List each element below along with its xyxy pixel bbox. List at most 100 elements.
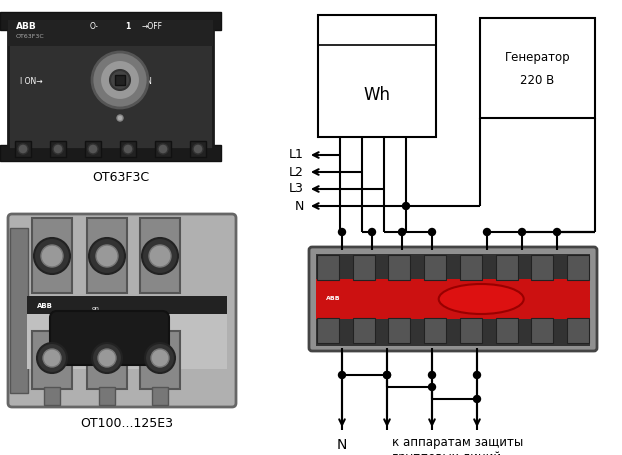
Text: I ON→: I ON→ [20,77,43,86]
Bar [496,318,518,343]
Bar [140,218,180,293]
Text: O-: O- [90,22,99,31]
Bar [85,141,101,157]
Bar [120,141,136,157]
Circle shape [193,144,203,154]
Bar [32,331,72,389]
Bar [496,255,518,280]
Text: ABB: ABB [326,297,341,302]
Circle shape [473,371,481,379]
Text: L2: L2 [289,166,304,178]
Bar [460,318,482,343]
Bar [140,331,180,389]
Text: Wh: Wh [363,86,391,104]
FancyBboxPatch shape [309,247,597,351]
Bar [531,318,554,343]
Circle shape [149,245,171,267]
Circle shape [142,238,178,274]
Text: N: N [337,438,347,452]
Bar [460,255,482,280]
Circle shape [110,70,130,90]
Circle shape [37,343,67,373]
Circle shape [554,228,560,236]
Circle shape [483,228,491,236]
Bar [353,255,374,280]
Bar [316,254,590,283]
Bar [87,218,127,293]
Circle shape [338,371,345,379]
Text: 1: 1 [125,22,130,31]
Circle shape [519,228,526,236]
Bar [567,318,589,343]
Text: N: N [295,199,304,212]
Circle shape [89,238,125,274]
Text: ОТ63F3C: ОТ63F3C [92,171,149,184]
Bar [8,20,213,149]
Circle shape [429,371,435,379]
Bar [480,18,595,118]
Circle shape [429,384,435,390]
Circle shape [399,228,406,236]
Circle shape [53,144,63,154]
Text: →II ON: →II ON [127,77,152,86]
Bar [50,141,66,157]
Bar [10,228,28,393]
Circle shape [473,395,481,403]
Bar [190,141,206,157]
Bar [115,75,125,85]
Circle shape [34,238,70,274]
Circle shape [98,349,116,367]
Circle shape [96,245,118,267]
Circle shape [100,60,140,100]
Bar [15,141,31,157]
Bar [353,318,374,343]
Text: ABB: ABB [16,22,37,31]
Bar [424,318,446,343]
Bar [0,12,221,30]
Bar [87,331,127,389]
Circle shape [338,228,345,236]
Bar [155,141,171,157]
Circle shape [368,228,376,236]
Bar [27,314,227,369]
Ellipse shape [439,284,524,314]
Bar [32,218,72,293]
Circle shape [88,144,98,154]
Text: L3: L3 [289,182,304,196]
Circle shape [384,371,391,379]
Bar [27,296,227,314]
Circle shape [117,115,123,121]
Bar [567,255,589,280]
Circle shape [145,343,175,373]
Bar [388,255,411,280]
Bar [152,387,168,405]
Circle shape [384,371,391,379]
Circle shape [18,144,28,154]
Circle shape [158,144,168,154]
Bar [99,387,115,405]
Circle shape [43,349,61,367]
Text: 220 В: 220 В [521,74,555,86]
Bar [8,20,213,46]
FancyBboxPatch shape [8,214,236,407]
Circle shape [429,228,435,236]
Bar [44,387,60,405]
Circle shape [92,343,122,373]
Circle shape [402,202,409,209]
Text: OT63F3C: OT63F3C [16,34,45,39]
FancyBboxPatch shape [50,311,169,365]
Circle shape [123,144,133,154]
Bar [388,318,411,343]
Bar [0,145,221,161]
Bar [424,255,446,280]
Bar [317,318,339,343]
Text: on: on [92,305,100,310]
Circle shape [41,245,63,267]
Text: →OFF: →OFF [141,22,162,31]
Text: L1: L1 [289,148,304,162]
Bar [316,279,590,318]
Bar [317,255,339,280]
Bar [318,15,436,137]
Text: Генератор: Генератор [504,51,570,65]
Text: ОТ100...125Е3: ОТ100...125Е3 [80,417,174,430]
